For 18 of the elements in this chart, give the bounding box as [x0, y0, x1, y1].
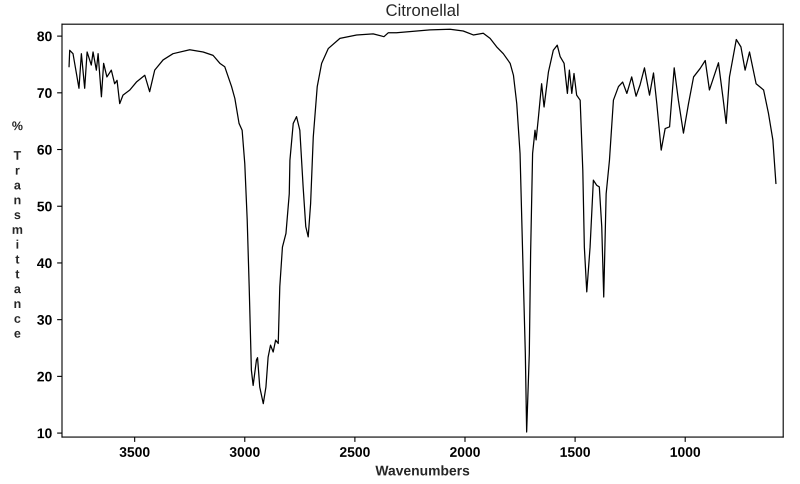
y-tick-label: 10: [38, 428, 52, 438]
y-tick-label: 20: [37, 372, 52, 382]
x-tick-label: 3000: [230, 447, 260, 457]
x-tick-label: 1500: [560, 447, 590, 457]
x-tick-label: 3500: [120, 447, 150, 457]
line-series: [68, 28, 777, 433]
x-tick-label: 2000: [450, 447, 480, 457]
y-tick-label: 80: [37, 31, 52, 42]
y-tick-label: 50: [37, 202, 52, 212]
y-tick-label: 40: [37, 258, 52, 268]
x-tick-label: 2500: [340, 447, 370, 457]
x-tick-label: 1000: [670, 447, 700, 457]
y-tick-label: 60: [37, 144, 52, 155]
chart-title: Citronellal: [386, 4, 459, 16]
y-tick-label: 70: [37, 88, 52, 98]
x-axis-title: Wavenumbers: [375, 465, 470, 476]
y-tick-label: 30: [37, 314, 52, 325]
text: % Transmittance: [12, 121, 23, 338]
